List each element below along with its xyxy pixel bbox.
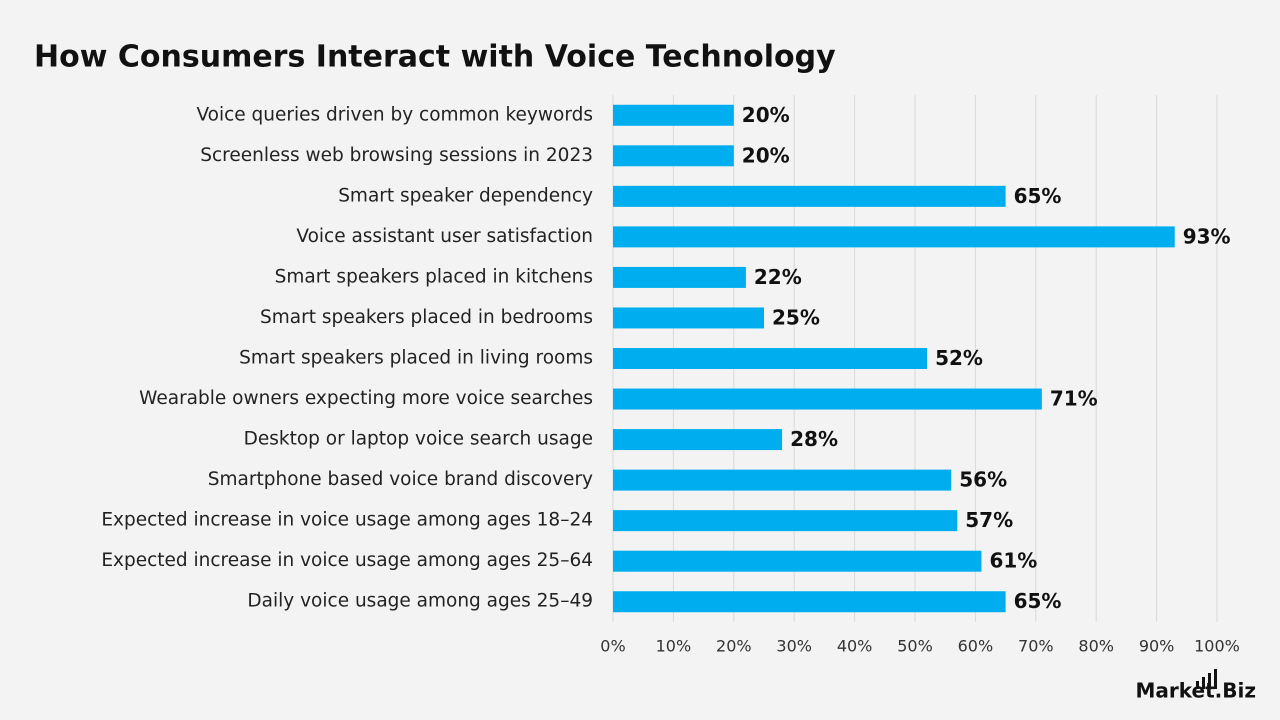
x-tick-label: 40% [837,637,873,656]
bar [613,185,1006,207]
bar [613,388,1042,410]
y-tick-label: Wearable owners expecting more voice sea… [139,388,593,409]
x-tick-label: 60% [958,637,994,656]
bar [613,307,764,329]
bar [613,429,783,451]
x-tick-label: 0% [600,637,625,656]
value-label: 28% [790,427,838,451]
value-label: 61% [989,549,1037,573]
bar [613,591,1006,613]
x-tick-label: 70% [1018,637,1054,656]
y-tick-label: Smart speakers placed in kitchens [275,266,593,287]
y-tick-label: Voice queries driven by common keywords [196,104,593,125]
y-tick-label: Screenless web browsing sessions in 2023 [200,145,593,166]
x-tick-label: 80% [1078,637,1114,656]
bar [613,104,734,126]
value-label: 65% [1014,184,1062,208]
y-tick-label: Smart speaker dependency [338,185,593,206]
value-label: 25% [772,305,820,329]
bar [613,145,734,167]
value-label: 65% [1014,589,1062,613]
value-label: 71% [1050,387,1098,411]
watermark: Market.Biz [1136,679,1257,703]
value-label: 57% [965,508,1013,532]
bar [613,348,928,369]
y-tick-label: Expected increase in voice usage among a… [101,510,593,531]
y-tick-label: Smart speakers placed in bedrooms [260,307,593,328]
x-tick-label: 10% [656,637,692,656]
logo-icon [1196,669,1217,689]
bar [613,226,1175,248]
value-label: 22% [754,265,802,289]
x-tick-label: 100% [1194,637,1240,656]
x-tick-label: 30% [776,637,812,656]
y-tick-label: Voice assistant user satisfaction [296,226,593,247]
x-tick-label: 20% [716,637,752,656]
y-tick-label: Smart speakers placed in living rooms [239,348,593,369]
y-tick-label: Expected increase in voice usage among a… [101,550,593,571]
bar [613,469,952,491]
value-label: 20% [742,103,790,127]
y-tick-label: Daily voice usage among ages 25–49 [247,591,593,612]
bar [613,266,746,288]
bar [613,550,982,572]
y-tick-label: Desktop or laptop voice search usage [244,429,593,450]
y-tick-label: Smartphone based voice brand discovery [208,469,593,490]
value-label: 56% [959,468,1007,492]
value-label: 20% [742,143,790,167]
x-tick-label: 50% [897,637,933,656]
chart-title: How Consumers Interact with Voice Techno… [34,40,836,75]
bar [613,510,958,532]
value-label: 93% [1183,224,1231,248]
value-label: 52% [935,346,983,370]
x-tick-label: 90% [1139,637,1175,656]
